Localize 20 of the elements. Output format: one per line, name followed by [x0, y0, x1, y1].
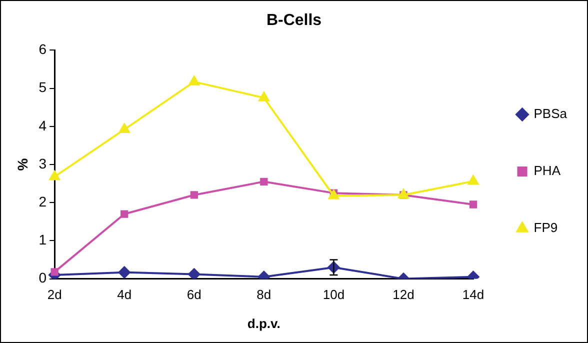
legend-label: FP9: [534, 220, 558, 236]
y-tick-label: 2: [38, 193, 47, 210]
x-tick-label: 14d: [462, 287, 484, 302]
y-tick-label: 1: [38, 232, 47, 248]
x-tick-label: 2d: [47, 287, 62, 302]
y-axis-title: %: [14, 158, 30, 171]
x-tick-label: 8d: [256, 287, 272, 302]
x-tick-label: 6d: [186, 287, 202, 302]
x-tick-label: 10d: [322, 287, 345, 302]
y-tick-label: 3: [38, 155, 47, 172]
legend-label: PBSa: [534, 106, 568, 122]
y-tick-label: 0: [38, 270, 47, 286]
x-tick-label: 4d: [117, 287, 132, 302]
chart-title: B-Cells: [266, 12, 322, 30]
legend-label: PHA: [534, 163, 561, 178]
y-tick-label: 6: [38, 41, 47, 58]
x-tick-label: 12d: [392, 287, 414, 302]
x-axis-title: d.p.v.: [247, 316, 280, 331]
y-tick-label: 4: [38, 117, 47, 134]
y-tick-label: 5: [38, 79, 47, 96]
